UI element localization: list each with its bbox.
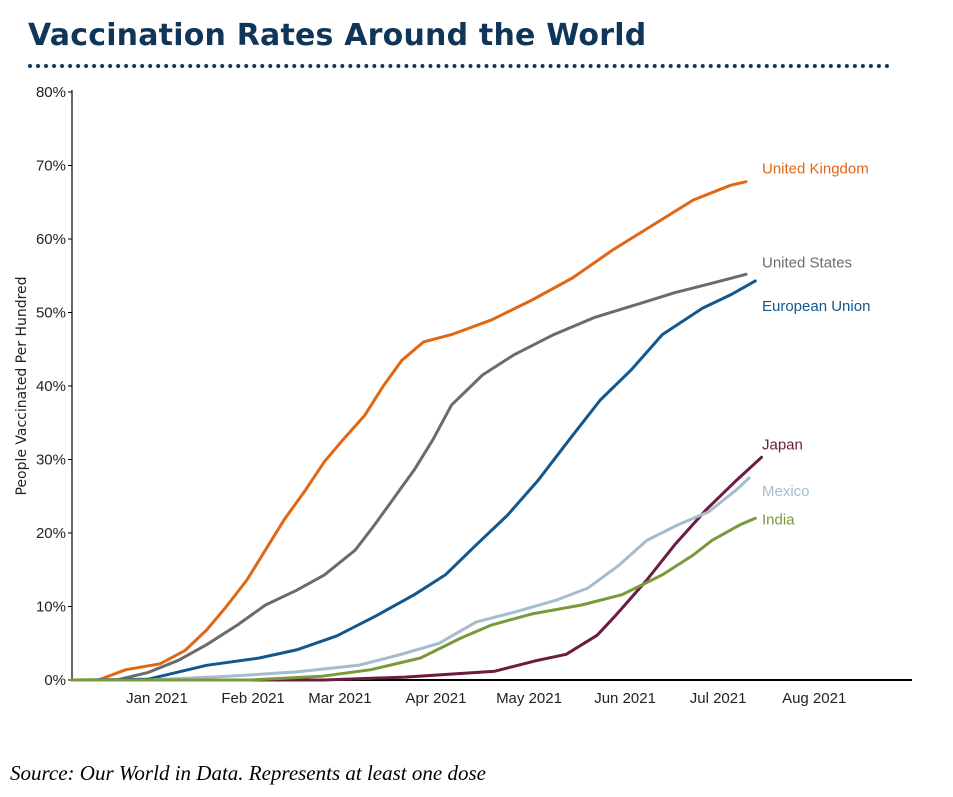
x-tick-label: Aug 2021 [782,690,846,707]
x-tick-label: Jun 2021 [594,690,656,707]
title-divider [28,64,890,68]
y-tick-label: 70% [36,158,66,175]
y-axis-label: People Vaccinated Per Hundred [14,276,30,495]
source-note: Source: Our World in Data. Represents at… [10,761,486,785]
series-labels: United Kingdom United States European Unio… [762,161,870,529]
x-tick-label: Jan 2021 [126,690,188,707]
y-tick-label: 10% [36,599,66,616]
page-title: Vaccination Rates Around the World [28,18,647,53]
series-line-european-union [70,279,757,682]
y-axis: 0% 10% 20% 30% 40% 50% 60% 70% 80% [36,84,73,689]
y-tick-label: 80% [36,84,66,101]
series-line-india [70,516,757,682]
series-line-united-kingdom [70,180,748,682]
x-tick-label: Mar 2021 [308,690,371,707]
x-tick-label: May 2021 [496,690,562,707]
series-line-united-states [70,272,748,682]
y-tick-label: 0% [44,672,66,689]
x-axis: Jan 2021 Feb 2021 Mar 2021 Apr 2021 May 2021… [72,679,912,707]
y-tick-label: 20% [36,525,66,542]
series-label-european-union: European Union [762,298,870,315]
series-label-india: India [762,511,795,528]
series-layer [70,180,763,682]
x-tick-label: Apr 2021 [406,690,467,707]
series-line-mexico [70,476,751,682]
series-label-mexico: Mexico [762,483,810,500]
x-tick-label: Jul 2021 [690,690,747,707]
series-label-japan: Japan [762,436,803,453]
series-line-japan [70,455,763,682]
y-tick-label: 30% [36,452,66,469]
series-label-united-kingdom: United Kingdom [762,161,869,178]
x-tick-label: Feb 2021 [221,690,284,707]
y-tick-label: 60% [36,231,66,248]
y-tick-label: 50% [36,305,66,322]
series-label-united-states: United States [762,254,852,271]
y-tick-label: 40% [36,378,66,395]
